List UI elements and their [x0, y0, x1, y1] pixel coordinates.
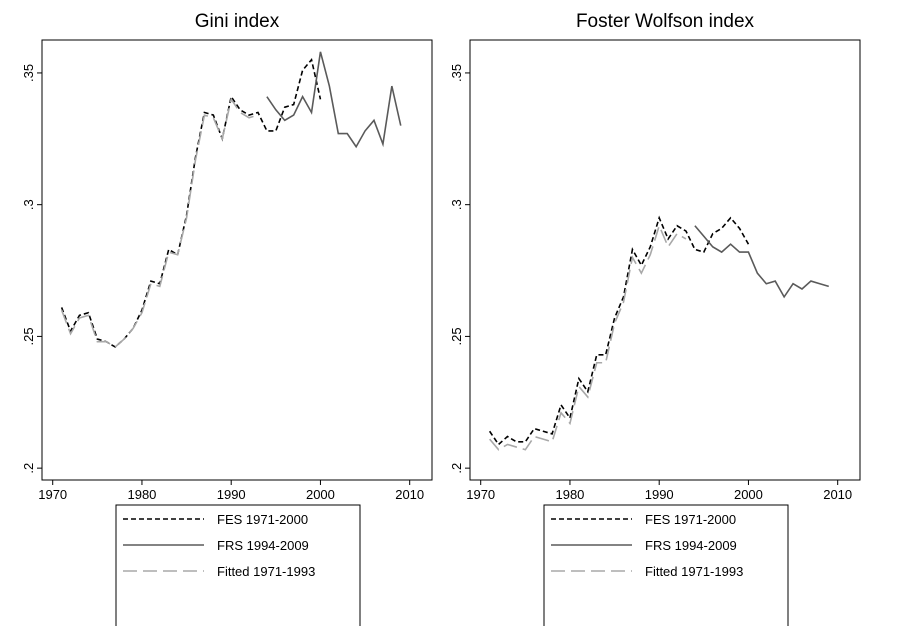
x-tick-label: 1970 — [466, 487, 495, 502]
x-tick-label: 2000 — [306, 487, 335, 502]
x-tick-label: 1970 — [38, 487, 67, 502]
legend-label: FES 1971-2000 — [645, 512, 736, 527]
x-tick-label: 1980 — [127, 487, 156, 502]
x-tick-label: 1980 — [555, 487, 584, 502]
y-tick-label: .35 — [21, 64, 36, 82]
y-tick-label: .3 — [21, 199, 36, 210]
x-tick-label: 2000 — [734, 487, 763, 502]
y-tick-label: .25 — [21, 327, 36, 345]
y-tick-label: .2 — [449, 463, 464, 474]
series-line — [694, 225, 829, 299]
series-line — [266, 51, 402, 149]
legend-box — [543, 504, 789, 626]
series-line — [60, 97, 259, 348]
x-tick-label: 1990 — [217, 487, 246, 502]
y-tick-label: .35 — [449, 64, 464, 82]
x-tick-label: 2010 — [823, 487, 852, 502]
x-tick-label: 2010 — [395, 487, 424, 502]
series-line — [489, 223, 687, 451]
y-tick-label: .3 — [449, 199, 464, 210]
legend-label: FRS 1994-2009 — [645, 538, 737, 553]
series-line — [488, 215, 750, 446]
y-tick-label: .2 — [21, 463, 36, 474]
chart-title: Gini index — [195, 11, 280, 32]
legend-label: FES 1971-2000 — [217, 512, 308, 527]
legend-label: Fitted 1971-1993 — [217, 564, 315, 579]
legend-box — [115, 504, 361, 626]
plot-area — [41, 39, 433, 481]
legend-label: FRS 1994-2009 — [217, 538, 309, 553]
x-tick-label: 1990 — [645, 487, 674, 502]
plot-area — [469, 39, 861, 481]
y-tick-label: .25 — [449, 327, 464, 345]
chart-title: Foster Wolfson index — [576, 11, 755, 32]
legend-label: Fitted 1971-1993 — [645, 564, 743, 579]
